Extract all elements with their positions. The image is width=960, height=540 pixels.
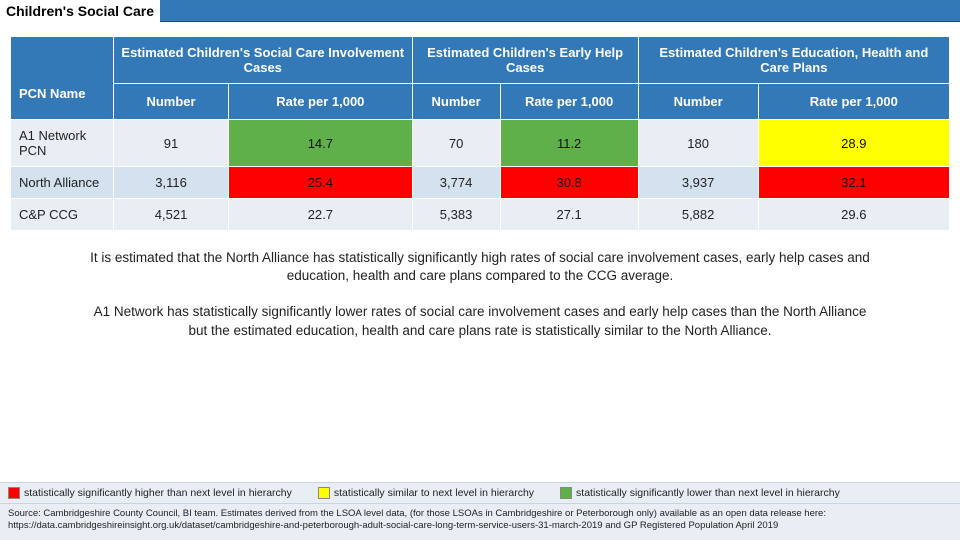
swatch-red-icon [8,487,20,499]
title-bar: Children's Social Care [0,0,960,22]
legend: statistically significantly higher than … [0,482,960,504]
sub-number: Number [412,84,500,120]
cell: 4,521 [113,199,228,231]
cell: 3,116 [113,167,228,199]
cell: A1 Network PCN [11,120,114,167]
cell: 70 [412,120,500,167]
legend-low: statistically significantly lower than n… [560,487,840,499]
cell: 5,383 [412,199,500,231]
sub-rate: Rate per 1,000 [500,84,638,120]
col-group-2: Estimated Children's Early Help Cases [412,37,638,84]
legend-sim: statistically similar to next level in h… [318,487,534,499]
source-note: Source: Cambridgeshire County Council, B… [0,504,960,540]
cell: 28.9 [758,120,949,167]
cell: 22.7 [229,199,412,231]
cell: 27.1 [500,199,638,231]
cell: 91 [113,120,228,167]
table-row: A1 Network PCN9114.77011.218028.9 [11,120,950,167]
sub-number: Number [638,84,758,120]
cell: 11.2 [500,120,638,167]
cell: 32.1 [758,167,949,199]
sub-number: Number [113,84,228,120]
summary-para-2: A1 Network has statistically significant… [90,303,870,339]
table-row: North Alliance3,11625.43,77430.83,93732.… [11,167,950,199]
cell: 180 [638,120,758,167]
col-group-3: Estimated Children's Education, Health a… [638,37,949,84]
col-group-1: Estimated Children's Social Care Involve… [113,37,412,84]
cell: 30.8 [500,167,638,199]
summary-para-1: It is estimated that the North Alliance … [90,249,870,285]
page-title: Children's Social Care [0,0,160,22]
cell: 5,882 [638,199,758,231]
cell: North Alliance [11,167,114,199]
legend-high: statistically significantly higher than … [8,487,292,499]
data-table: PCN Name Estimated Children's Social Car… [10,36,950,231]
cell: C&P CCG [11,199,114,231]
cell: 14.7 [229,120,412,167]
swatch-green-icon [560,487,572,499]
sub-rate: Rate per 1,000 [229,84,412,120]
swatch-yellow-icon [318,487,330,499]
cell: 25.4 [229,167,412,199]
cell: 29.6 [758,199,949,231]
cell: 3,774 [412,167,500,199]
sub-rate: Rate per 1,000 [758,84,949,120]
col-pcn: PCN Name [11,37,114,120]
cell: 3,937 [638,167,758,199]
table-row: C&P CCG4,52122.75,38327.15,88229.6 [11,199,950,231]
